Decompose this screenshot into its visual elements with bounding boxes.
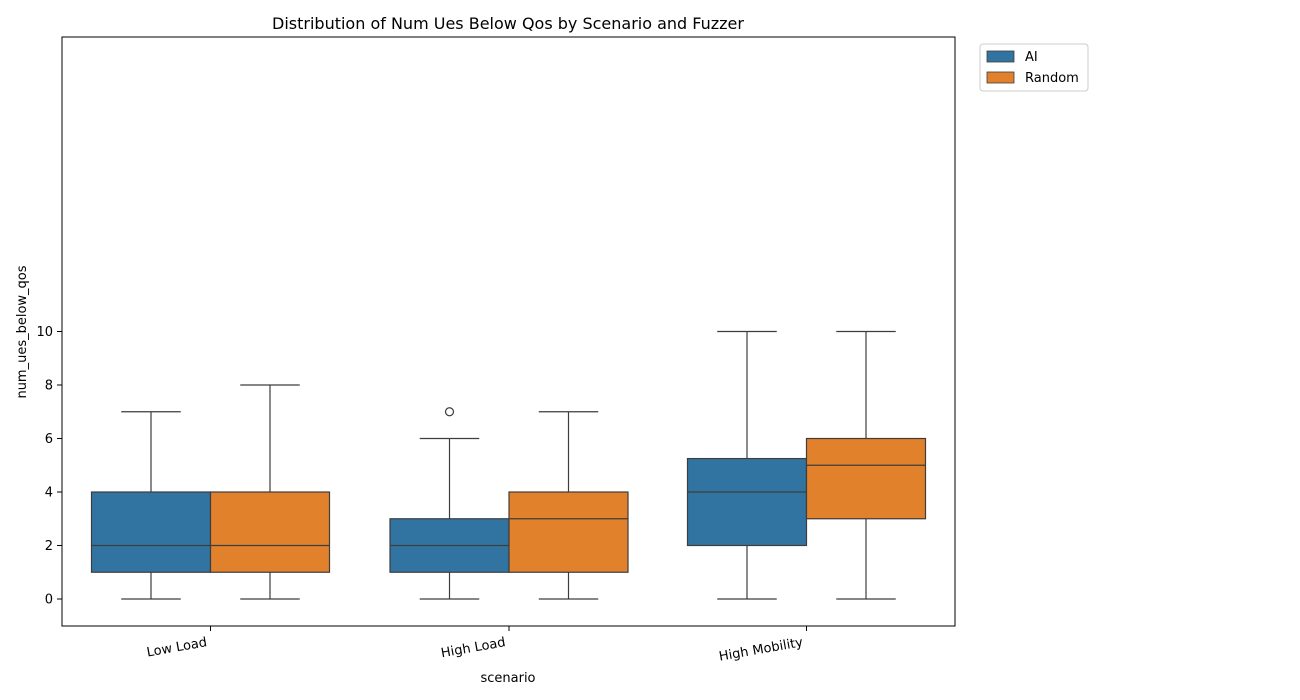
y-tick-label: 6 bbox=[45, 432, 53, 447]
legend-label-ai: AI bbox=[1025, 50, 1038, 65]
x-tick-label: Low Load bbox=[146, 635, 209, 660]
legend-swatch-random bbox=[986, 71, 1015, 84]
box-iqr bbox=[508, 491, 629, 573]
chart-title: Distribution of Num Ues Below Qos by Sce… bbox=[272, 14, 744, 33]
box-iqr bbox=[686, 457, 808, 547]
box-ai-1 bbox=[90, 411, 212, 600]
box-random-3 bbox=[805, 330, 927, 600]
x-axis-label: scenario bbox=[480, 671, 535, 686]
box-random-2 bbox=[508, 411, 629, 600]
x-tick-label: High Mobility bbox=[718, 635, 805, 665]
y-tick-label: 8 bbox=[45, 379, 53, 394]
box-ai-3 bbox=[686, 330, 808, 600]
y-axis: 0 2 4 6 8 10 bbox=[36, 325, 62, 608]
box-ai-2 bbox=[389, 407, 510, 600]
box-random-1 bbox=[209, 384, 331, 600]
x-tick-label: High Load bbox=[440, 635, 507, 661]
box-iqr bbox=[805, 437, 927, 520]
legend: AI Random bbox=[979, 43, 1089, 92]
y-tick-label: 2 bbox=[45, 539, 53, 554]
y-tick-label: 0 bbox=[45, 593, 53, 608]
plot-area bbox=[90, 330, 927, 600]
y-axis-label: num_ues_below_qos bbox=[15, 265, 30, 398]
y-tick-label: 10 bbox=[36, 325, 53, 340]
box-iqr bbox=[90, 491, 212, 573]
box-iqr bbox=[209, 491, 331, 573]
legend-swatch-ai bbox=[986, 50, 1015, 63]
x-axis: Low Load High Load High Mobility bbox=[146, 626, 807, 665]
legend-label-random: Random bbox=[1025, 71, 1079, 86]
y-tick-label: 4 bbox=[45, 486, 53, 501]
outlier-point bbox=[444, 407, 455, 417]
